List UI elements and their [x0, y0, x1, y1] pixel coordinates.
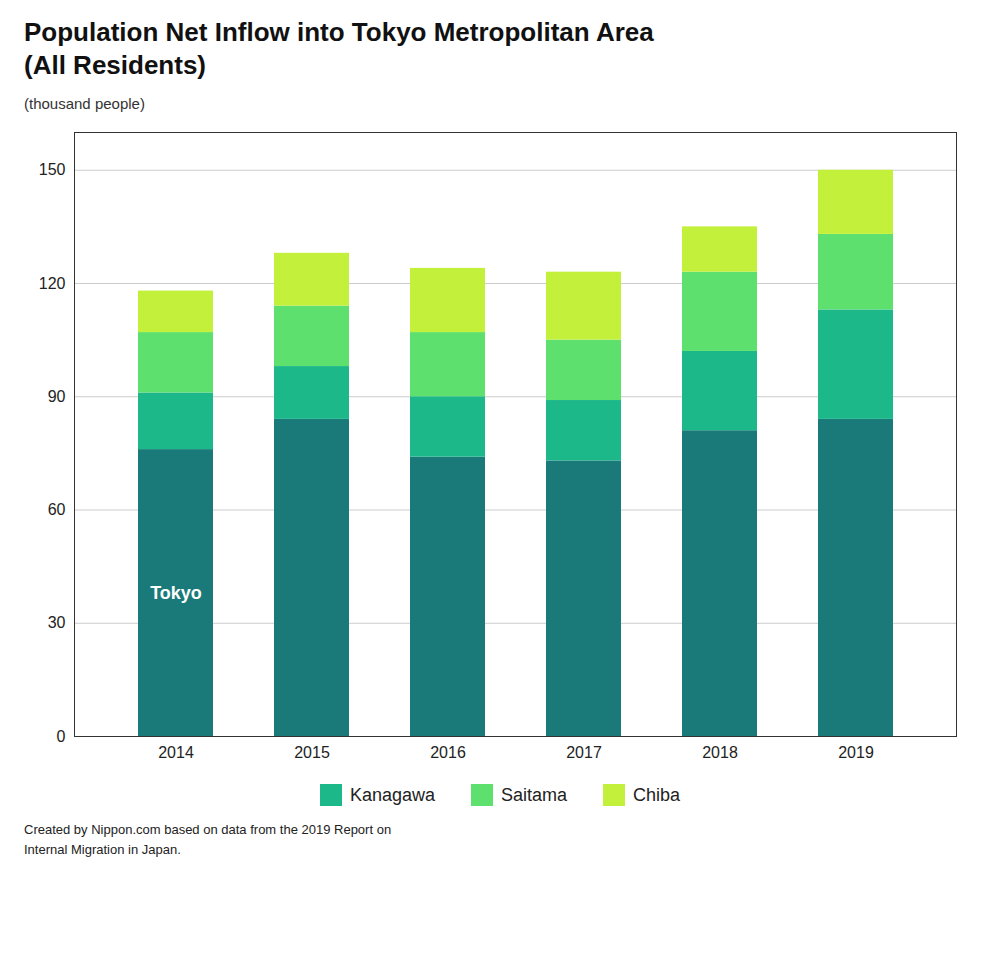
- svg-text:90: 90: [48, 388, 66, 405]
- svg-text:Tokyo: Tokyo: [150, 583, 202, 603]
- html-text:Saitama: Saitama: [501, 784, 567, 805]
- svg-text:2016: 2016: [430, 744, 466, 761]
- svg-text:60: 60: [48, 501, 66, 518]
- svg-text:2014: 2014: [158, 744, 194, 761]
- html-text:(All Residents): (All Residents): [24, 49, 206, 80]
- html-text:Kanagawa: Kanagawa: [349, 784, 435, 805]
- html-text:Created by Nippon.com based on: Created by Nippon.com based on data from…: [24, 822, 392, 857]
- html-text:Chiba: Chiba: [633, 784, 681, 805]
- html-text:Population Net Inflow into Tok: Population Net Inflow into Tokyo Metropo…: [24, 17, 654, 47]
- svg-text:120: 120: [39, 275, 66, 292]
- svg-text:2017: 2017: [566, 744, 602, 761]
- html-text:(thousand people): (thousand people): [24, 95, 145, 112]
- svg-text:150: 150: [39, 161, 66, 178]
- svg-text:0: 0: [57, 728, 66, 745]
- svg-text:30: 30: [48, 614, 66, 631]
- svg-text:2018: 2018: [702, 744, 738, 761]
- svg-text:2015: 2015: [294, 744, 330, 761]
- svg-text:2019: 2019: [838, 744, 874, 761]
